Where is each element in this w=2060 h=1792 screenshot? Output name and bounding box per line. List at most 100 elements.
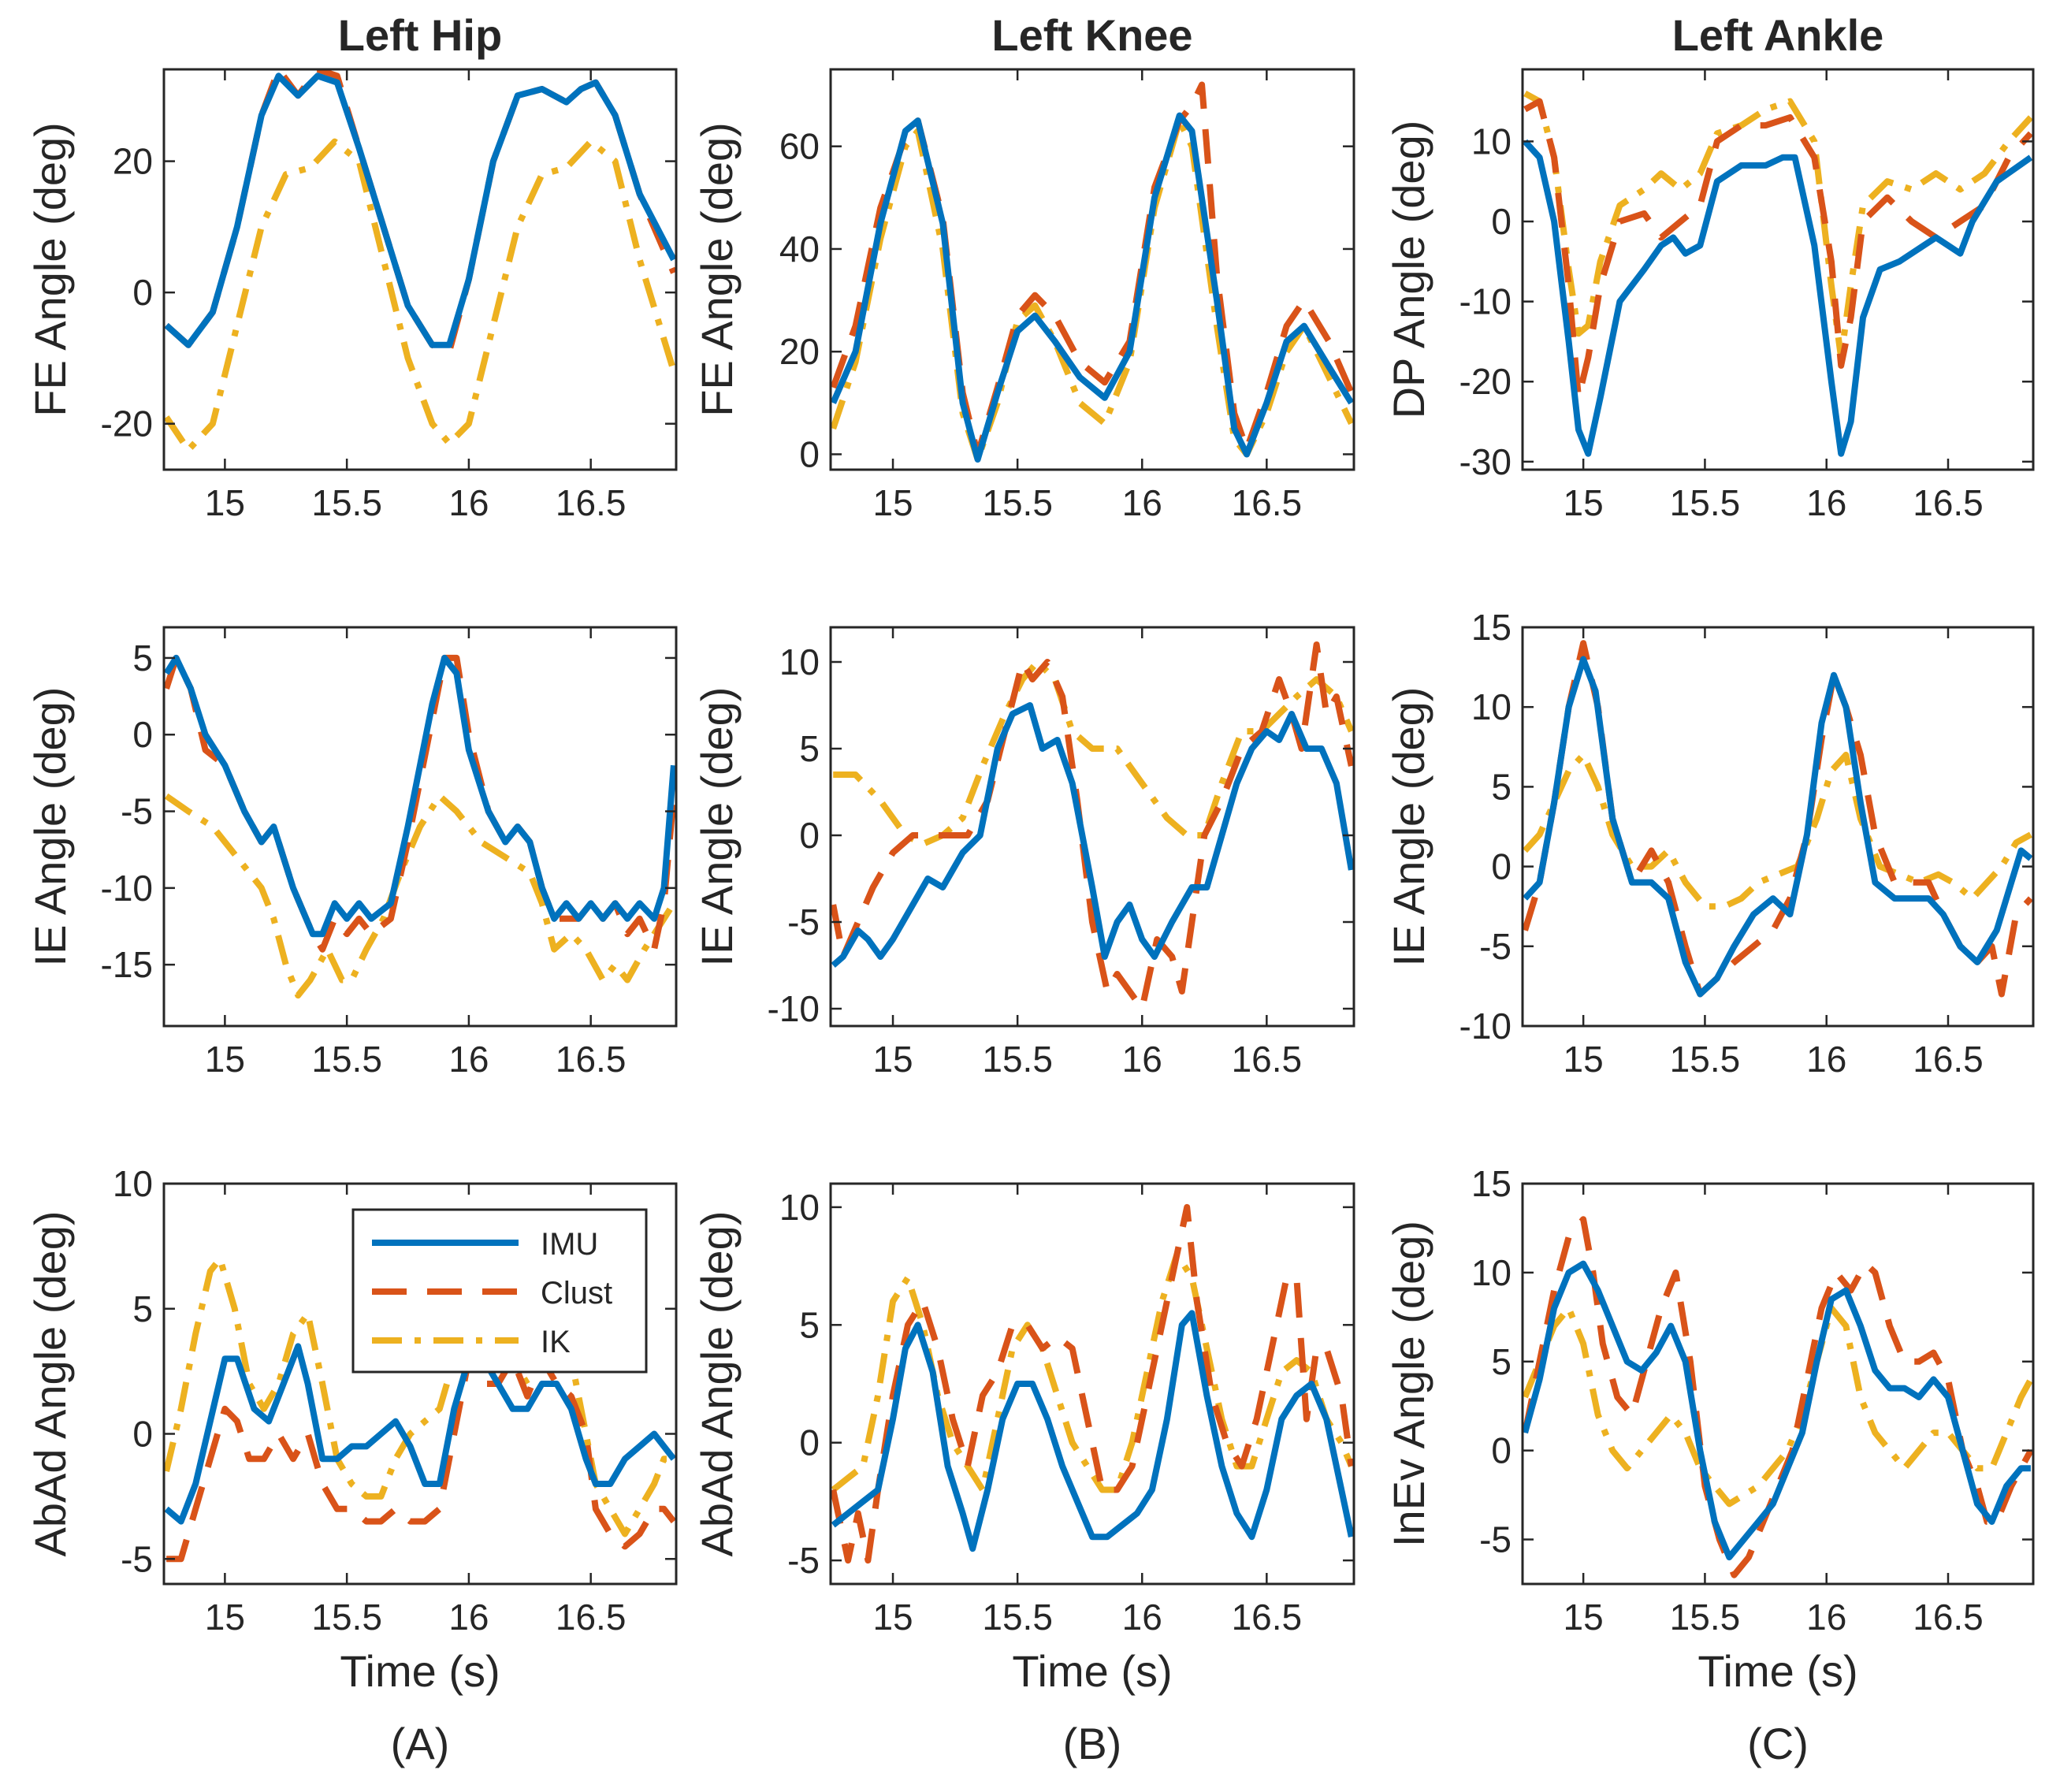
panel-left-ankle-ie-angle-deg: 15 15.5 16 16.5 -10 -5 0 5 10 15 IE Angle (deg) bbox=[1384, 607, 2035, 1080]
y-tick-label: -5 bbox=[1479, 926, 1512, 967]
series-line-imu bbox=[831, 702, 1354, 968]
series-line-clust bbox=[166, 1355, 676, 1563]
axes-border bbox=[829, 68, 1355, 471]
x-tick-label: 15 bbox=[872, 1039, 913, 1080]
series-group bbox=[164, 654, 676, 999]
x-axis-label: Time (s) bbox=[1697, 1646, 1857, 1696]
y-tick-label: 5 bbox=[1491, 1341, 1512, 1382]
column-label-b: (B) bbox=[1063, 1719, 1122, 1768]
y-axis-label: InEv Angle (deg) bbox=[1384, 1221, 1433, 1547]
y-tick-label: 10 bbox=[1471, 121, 1512, 162]
series-group bbox=[164, 1255, 676, 1563]
x-tick-label: 16.5 bbox=[556, 1039, 627, 1080]
axes-frame bbox=[829, 1182, 1355, 1586]
y-axis-label: IE Angle (deg) bbox=[692, 687, 742, 967]
series-group bbox=[1523, 90, 2033, 457]
y-tick-label: 0 bbox=[132, 714, 153, 755]
y-tick-label: 5 bbox=[799, 1304, 820, 1345]
x-tick-label: 16 bbox=[1122, 1039, 1162, 1080]
y-tick-label: -10 bbox=[1459, 1006, 1512, 1047]
x-tick-label: 15.5 bbox=[311, 482, 382, 523]
y-tick-label: 40 bbox=[779, 229, 820, 270]
panel-left-hip-fe-angle-deg: 15 15.5 16 16.5 -20 0 20 FE Angle (deg) bbox=[25, 68, 678, 523]
axes-frame bbox=[1521, 626, 2035, 1028]
x-tick-label: 16 bbox=[448, 482, 489, 523]
series-line-imu bbox=[1523, 656, 2033, 998]
series-line-ik bbox=[1523, 751, 2032, 910]
series-line-ik bbox=[164, 793, 676, 999]
series-line-imu bbox=[1523, 139, 2033, 457]
axes-border bbox=[1521, 1182, 2035, 1586]
x-tick-label: 16.5 bbox=[1913, 1039, 1984, 1080]
series-line-ik bbox=[833, 659, 1354, 847]
x-tick-label: 16.5 bbox=[1232, 1039, 1303, 1080]
series-line-imu bbox=[164, 72, 676, 348]
y-tick-label: 0 bbox=[1491, 1430, 1512, 1471]
x-tick-label: 16 bbox=[1122, 1597, 1162, 1638]
panel-left-ankle-inev-angle-deg: 15 15.5 16 16.5 -5 0 5 10 15 InEv Angle (deg) Time… bbox=[1384, 1163, 2035, 1696]
x-tick-label: 15 bbox=[205, 1597, 245, 1638]
x-tick-label: 15.5 bbox=[311, 1597, 382, 1638]
y-tick-label: -5 bbox=[121, 1538, 153, 1579]
x-tick-label: 15 bbox=[872, 482, 913, 523]
y-tick-label: -30 bbox=[1459, 441, 1512, 482]
panel-left-knee-ie-angle-deg: 15 15.5 16 16.5 -10 -5 0 5 10 IE Angle (deg) bbox=[692, 626, 1355, 1080]
x-tick-label: 15 bbox=[205, 1039, 245, 1080]
x-tick-label: 15 bbox=[872, 1597, 913, 1638]
y-tick-label: -5 bbox=[1479, 1519, 1512, 1560]
axes-border bbox=[162, 68, 678, 471]
x-tick-label: 16.5 bbox=[1232, 482, 1303, 523]
y-axis-label: IE Angle (deg) bbox=[1384, 687, 1433, 967]
axes-border bbox=[829, 1182, 1355, 1586]
y-tick-label: 5 bbox=[1491, 766, 1512, 807]
y-axis-label: DP Angle (deg) bbox=[1384, 121, 1433, 419]
axes-border bbox=[1521, 68, 2035, 471]
x-tick-label: 16 bbox=[1806, 1597, 1846, 1638]
column-title-left-knee: Left Knee bbox=[991, 10, 1192, 60]
series-group bbox=[1523, 640, 2033, 998]
y-axis-label: AbAd Angle (deg) bbox=[692, 1211, 742, 1557]
y-tick-label: 20 bbox=[113, 141, 153, 182]
x-tick-label: 16 bbox=[1806, 482, 1846, 523]
y-tick-label: -15 bbox=[101, 944, 153, 985]
axes-border bbox=[162, 626, 678, 1028]
y-tick-label: -5 bbox=[121, 791, 153, 832]
y-tick-label: 0 bbox=[799, 815, 820, 856]
column-title-left-hip: Left Hip bbox=[338, 10, 502, 60]
column-label-c: (C) bbox=[1747, 1719, 1809, 1768]
y-tick-label: -10 bbox=[1459, 281, 1512, 322]
legend: IMU Clust IK bbox=[351, 1208, 648, 1374]
x-tick-label: 15.5 bbox=[982, 482, 1053, 523]
series-line-ik bbox=[1523, 1305, 2033, 1508]
y-axis-label: FE Angle (deg) bbox=[692, 122, 742, 417]
y-tick-label: -10 bbox=[101, 868, 153, 909]
x-tick-label: 16.5 bbox=[1913, 1597, 1984, 1638]
y-tick-label: 0 bbox=[799, 433, 820, 474]
series-line-imu bbox=[1523, 1260, 2031, 1561]
y-tick-label: -5 bbox=[787, 1540, 820, 1581]
series-line-ik bbox=[1523, 90, 2033, 361]
y-tick-label: 5 bbox=[132, 1288, 153, 1329]
series-line-clust bbox=[1523, 98, 2033, 401]
y-tick-label: 5 bbox=[799, 728, 820, 769]
x-tick-label: 15.5 bbox=[311, 1039, 382, 1080]
column-label-a: (A) bbox=[391, 1719, 450, 1768]
y-tick-label: 10 bbox=[113, 1163, 153, 1204]
y-tick-label: -20 bbox=[1459, 361, 1512, 402]
x-tick-label: 15.5 bbox=[1670, 482, 1741, 523]
panel-left-knee-abad-angle-deg: 15 15.5 16 16.5 -5 0 5 10 AbAd Angle (deg) Time (… bbox=[692, 1182, 1355, 1696]
y-axis-label: IE Angle (deg) bbox=[25, 687, 75, 967]
x-tick-label: 16 bbox=[1806, 1039, 1846, 1080]
y-tick-label: 0 bbox=[132, 272, 153, 313]
column-title-left-ankle: Left Ankle bbox=[1672, 10, 1884, 60]
y-tick-label: 15 bbox=[1471, 607, 1512, 648]
x-tick-label: 15 bbox=[1564, 1597, 1604, 1638]
legend-label-imu: IMU bbox=[541, 1227, 598, 1262]
axes-border bbox=[829, 626, 1355, 1028]
y-tick-label: 15 bbox=[1471, 1163, 1512, 1204]
x-tick-label: 15.5 bbox=[1670, 1039, 1741, 1080]
panels: 15 15.5 16 16.5 -20 0 20 FE Angle (deg) 15 15.5 16… bbox=[25, 68, 2035, 1696]
panel-left-knee-fe-angle-deg: 15 15.5 16 16.5 0 20 40 60 FE Angle (deg) bbox=[692, 68, 1355, 523]
column-titles: Left Hip Left Knee Left Ankle bbox=[338, 10, 1884, 60]
y-tick-label: 10 bbox=[779, 641, 820, 682]
